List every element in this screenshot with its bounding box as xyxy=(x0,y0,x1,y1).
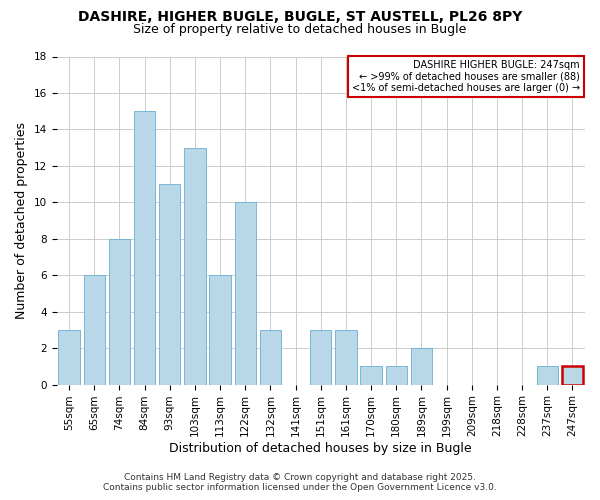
Bar xyxy=(386,366,407,384)
Bar xyxy=(536,366,558,384)
Text: DASHIRE, HIGHER BUGLE, BUGLE, ST AUSTELL, PL26 8PY: DASHIRE, HIGHER BUGLE, BUGLE, ST AUSTELL… xyxy=(78,10,522,24)
Bar xyxy=(361,366,382,384)
Bar xyxy=(109,239,130,384)
Bar xyxy=(209,275,231,384)
Text: DASHIRE HIGHER BUGLE: 247sqm
← >99% of detached houses are smaller (88)
<1% of s: DASHIRE HIGHER BUGLE: 247sqm ← >99% of d… xyxy=(352,60,580,93)
Bar xyxy=(134,111,155,384)
Y-axis label: Number of detached properties: Number of detached properties xyxy=(15,122,28,319)
Bar xyxy=(310,330,331,384)
Bar xyxy=(235,202,256,384)
Bar xyxy=(411,348,432,385)
X-axis label: Distribution of detached houses by size in Bugle: Distribution of detached houses by size … xyxy=(169,442,472,455)
Text: Contains HM Land Registry data © Crown copyright and database right 2025.
Contai: Contains HM Land Registry data © Crown c… xyxy=(103,473,497,492)
Bar xyxy=(335,330,356,384)
Text: Size of property relative to detached houses in Bugle: Size of property relative to detached ho… xyxy=(133,22,467,36)
Bar xyxy=(184,148,206,384)
Bar xyxy=(159,184,181,384)
Bar xyxy=(58,330,80,384)
Bar xyxy=(562,366,583,384)
Bar xyxy=(260,330,281,384)
Bar xyxy=(83,275,105,384)
